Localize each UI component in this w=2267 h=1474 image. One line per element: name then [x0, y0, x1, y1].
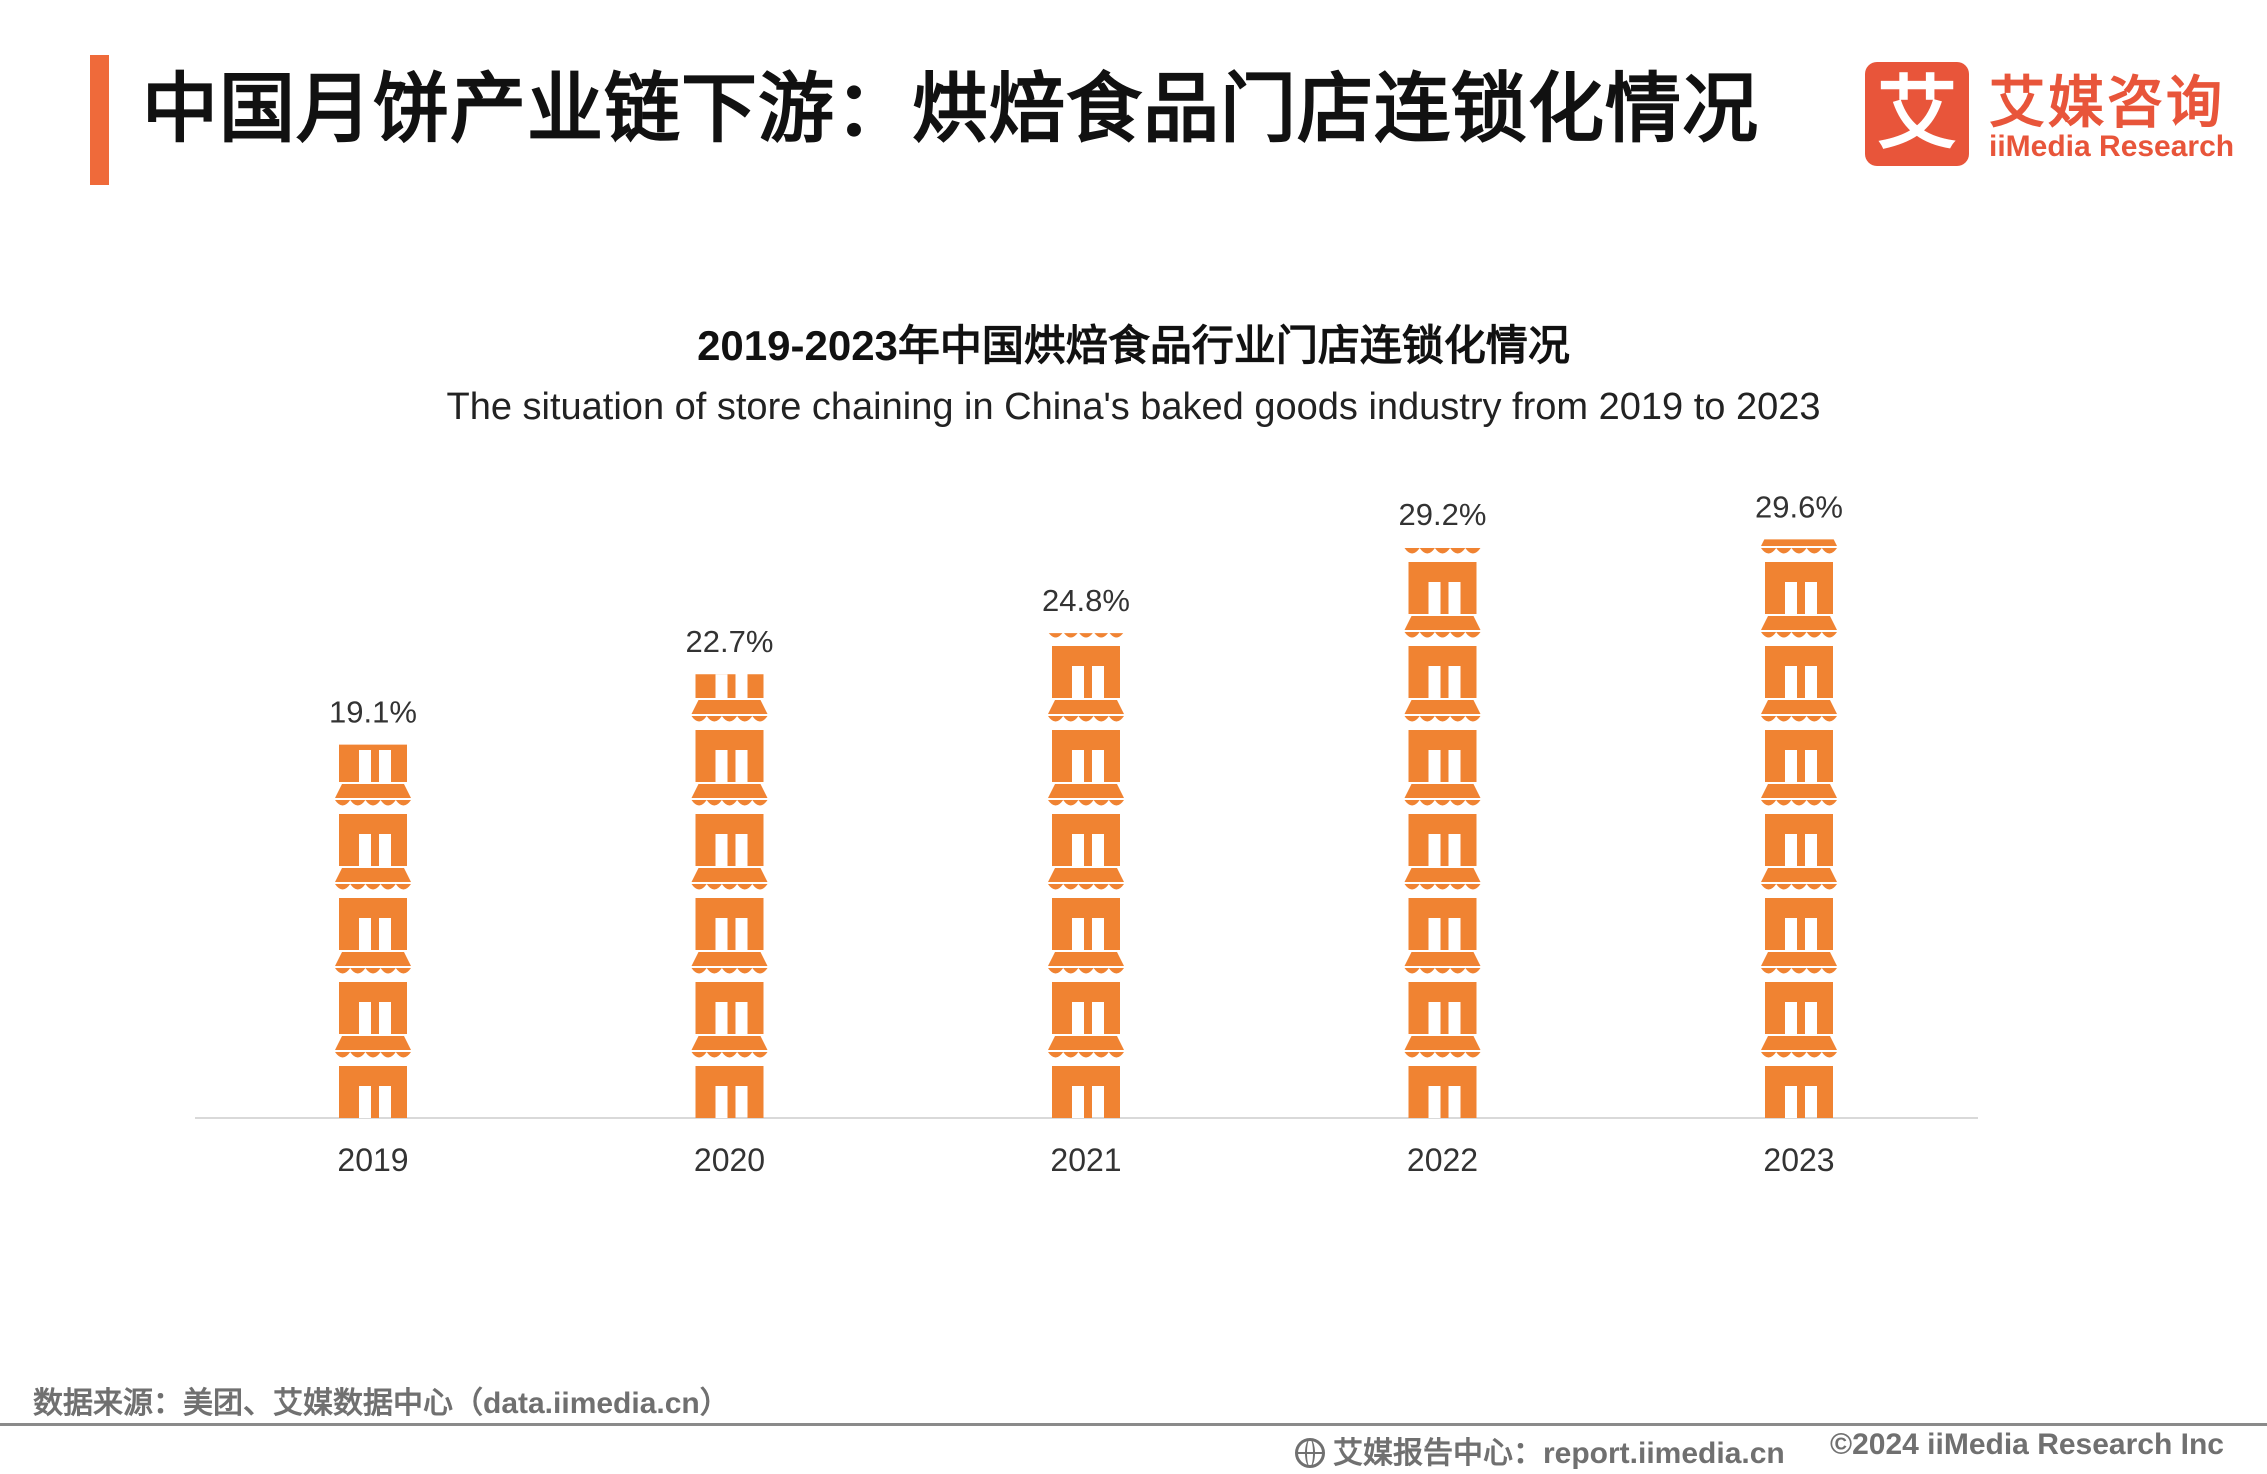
store-icon — [1404, 1036, 1481, 1118]
report-center-text: 艾媒报告中心：report.iimedia.cn — [1333, 1437, 1785, 1470]
store-icon — [1404, 548, 1481, 614]
data-label-2020: 22.7% — [686, 624, 774, 659]
footer-report-center: 艾媒报告中心：report.iimedia.cn — [1295, 1428, 1785, 1472]
store-icon — [1404, 868, 1481, 950]
store-icon — [1761, 700, 1837, 782]
store-icon — [1761, 1036, 1837, 1118]
bar-2023 — [1761, 539, 1837, 1118]
logo-mark-icon: 艾 — [1865, 62, 1969, 166]
store-icon — [1048, 868, 1124, 950]
bar-2021 — [1048, 633, 1124, 1118]
store-icon — [1048, 1036, 1124, 1118]
footer-divider — [0, 1423, 2267, 1426]
store-icon — [1048, 784, 1124, 866]
data-label-2023: 29.6% — [1755, 489, 1843, 524]
bar-2022 — [1404, 548, 1481, 1118]
x-tick-2019: 2019 — [337, 1142, 408, 1178]
store-icon — [1048, 952, 1124, 1034]
logo-name-en: iiMedia Research — [1989, 130, 2235, 163]
store-icon — [1404, 784, 1481, 866]
page-title: 中国月饼产业链下游：烘焙食品门店连锁化情况 — [142, 67, 1759, 152]
store-icon — [1761, 784, 1837, 866]
logo-name-cn: 艾媒咨询 — [1989, 71, 2225, 134]
store-icon — [1761, 952, 1837, 1034]
store-icon — [691, 952, 768, 1034]
store-icon — [339, 744, 407, 782]
store-icon — [692, 532, 768, 614]
store-icon — [691, 784, 768, 866]
globe-icon — [1295, 1438, 1325, 1468]
store-icon — [1404, 700, 1481, 782]
store-icon — [691, 868, 768, 950]
chart-title: 2019-2023年中国烘焙食品行业门店连锁化情况 — [697, 322, 1570, 369]
store-icon — [335, 784, 411, 866]
bar-2020 — [691, 532, 768, 1118]
footer-copyright: ©2024 iiMedia Research Inc — [1830, 1428, 2224, 1461]
x-tick-2023: 2023 — [1763, 1142, 1834, 1178]
data-label-2022: 29.2% — [1399, 497, 1487, 532]
store-icon — [1404, 616, 1481, 698]
store-icon — [1761, 539, 1837, 614]
store-icon — [1761, 868, 1837, 950]
store-icon — [1761, 616, 1837, 698]
data-source: 数据来源：美团、艾媒数据中心（data.iimedia.cn） — [33, 1387, 730, 1420]
store-icon — [691, 1036, 768, 1118]
store-icon — [335, 1036, 411, 1118]
store-icon — [1048, 633, 1124, 698]
data-label-2021: 24.8% — [1042, 583, 1130, 618]
x-tick-2022: 2022 — [1407, 1142, 1478, 1178]
title-accent-bar — [90, 55, 109, 185]
data-label-2019: 19.1% — [329, 695, 417, 730]
store-icon — [1048, 700, 1124, 782]
store-icon — [691, 700, 768, 782]
store-icon — [695, 674, 764, 698]
store-icon — [335, 952, 411, 1034]
store-icon — [335, 616, 411, 698]
bar-2019 — [335, 616, 411, 1118]
brand-logo: 艾 艾媒咨询 iiMedia Research — [1865, 62, 2245, 170]
x-tick-2020: 2020 — [694, 1142, 765, 1178]
chart-subtitle: The situation of store chaining in China… — [446, 386, 1821, 428]
store-icon — [1404, 952, 1481, 1034]
x-tick-2021: 2021 — [1050, 1142, 1121, 1178]
store-icon — [335, 868, 411, 950]
